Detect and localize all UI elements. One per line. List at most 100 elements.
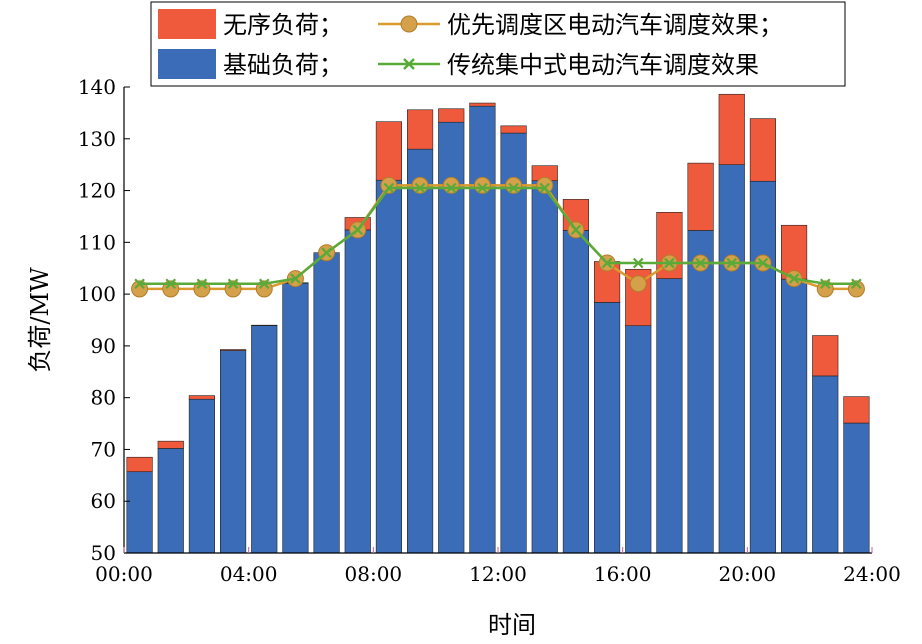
legend-label-disorder: 无序负荷； [223, 11, 343, 39]
traditional-point [414, 182, 426, 194]
legend-marker-traditional [403, 58, 415, 70]
traditional-point [726, 257, 738, 269]
priority-line [139, 184, 857, 291]
bar-base [500, 132, 527, 554]
bar-disorder [251, 324, 278, 326]
bar-base [749, 180, 776, 554]
traditional-point [851, 278, 862, 290]
bar-base [407, 148, 434, 554]
lines [131, 176, 865, 298]
traditional-point [477, 182, 488, 194]
traditional-point [196, 278, 208, 290]
bar-disorder [843, 396, 870, 424]
bar-base [313, 252, 340, 554]
bar-disorder [718, 93, 745, 165]
bar-base [718, 164, 745, 554]
traditional-point [258, 278, 270, 290]
y-axis-label: 负荷/MW [26, 267, 54, 373]
legend-label-traditional: 传统集中式电动汽车调度效果 [447, 51, 759, 79]
traditional-point [445, 182, 457, 194]
x-tick-label: 04:00 [220, 562, 278, 586]
priority-point [473, 176, 491, 194]
priority-point [505, 176, 523, 194]
traditional-point [134, 278, 145, 290]
priority-point [411, 176, 429, 194]
y-tick-label: 80 [91, 386, 116, 410]
legend: 无序负荷； 基础负荷； 优先调度区电动汽车调度效果； 传统集中式电动汽车调度效果 [150, 1, 846, 87]
bar-base [625, 325, 652, 554]
traditional-point [632, 257, 644, 269]
bar-disorder [500, 125, 527, 134]
bar-disorder [407, 109, 434, 150]
bar-base [687, 230, 714, 554]
traditional-point [664, 257, 675, 269]
traditional-point [570, 224, 582, 236]
bar-base [469, 105, 496, 554]
legend-label-base: 基础负荷； [223, 51, 343, 79]
y-tick-label: 90 [91, 334, 116, 358]
traditional-line [139, 186, 857, 286]
legend-box [150, 1, 846, 87]
bar-base [531, 180, 558, 554]
traditional-point [290, 273, 301, 284]
traditional-point [165, 278, 177, 290]
bar-base [251, 325, 278, 554]
bar-base [220, 350, 247, 554]
x-tick-label: 16:00 [594, 562, 652, 586]
legend-swatch-base [158, 49, 216, 79]
traditional-point [601, 257, 613, 269]
x-tick-label: 00:00 [95, 562, 153, 586]
bar-base [126, 471, 153, 554]
bar-disorder [687, 162, 714, 231]
bar-base [157, 448, 184, 554]
y-tick-label: 50 [91, 541, 116, 565]
x-tick-label: 20:00 [719, 562, 777, 586]
priority-point [536, 176, 554, 194]
axes: 50 60 70 80 90 100 110 120 130 140 00:00 04:00 08:00… [78, 75, 901, 586]
priority-point [380, 176, 398, 194]
legend-swatch-disorder [158, 9, 216, 39]
traditional-point [227, 278, 239, 290]
bar-base [812, 375, 839, 554]
y-tick-label: 100 [78, 282, 116, 306]
bar-disorder [188, 395, 215, 400]
legend-marker-priority [400, 15, 418, 33]
bar-disorder [812, 335, 839, 377]
y-tick-label: 70 [91, 437, 116, 461]
x-tick-label: 12:00 [469, 562, 527, 586]
bar-disorder [438, 108, 465, 123]
traditional-point [695, 257, 706, 269]
bar-base [656, 278, 683, 554]
y-tick-label: 110 [78, 230, 116, 254]
bar-base [594, 302, 621, 554]
traditional-point [539, 182, 551, 194]
priority-point [442, 176, 460, 194]
bar-disorder [157, 440, 184, 449]
bar-disorder [375, 121, 402, 181]
priority-point [629, 275, 647, 293]
bar-base [781, 278, 808, 554]
bar-disorder [469, 102, 496, 107]
traditional-point [352, 224, 364, 236]
x-tick-label: 08:00 [345, 562, 403, 586]
bar-disorder [749, 118, 776, 182]
y-tick-label: 120 [78, 179, 116, 203]
bar-base [562, 230, 589, 554]
x-axis-label: 时间 [488, 611, 536, 639]
bar-disorder [126, 456, 153, 473]
bar-disorder [220, 349, 247, 351]
traditional-point [788, 273, 800, 284]
traditional-point [819, 278, 831, 290]
bar-base [438, 121, 465, 554]
y-tick-label: 140 [78, 75, 116, 99]
bar-base [282, 282, 309, 554]
traditional-point [321, 247, 332, 258]
traditional-point [757, 257, 769, 269]
y-tick-label: 60 [91, 489, 116, 513]
bar-base [375, 179, 402, 554]
bar-base [843, 422, 870, 554]
y-tick-label: 130 [78, 127, 116, 151]
traditional-point [383, 182, 395, 194]
legend-label-priority: 优先调度区电动汽车调度效果； [447, 11, 783, 39]
